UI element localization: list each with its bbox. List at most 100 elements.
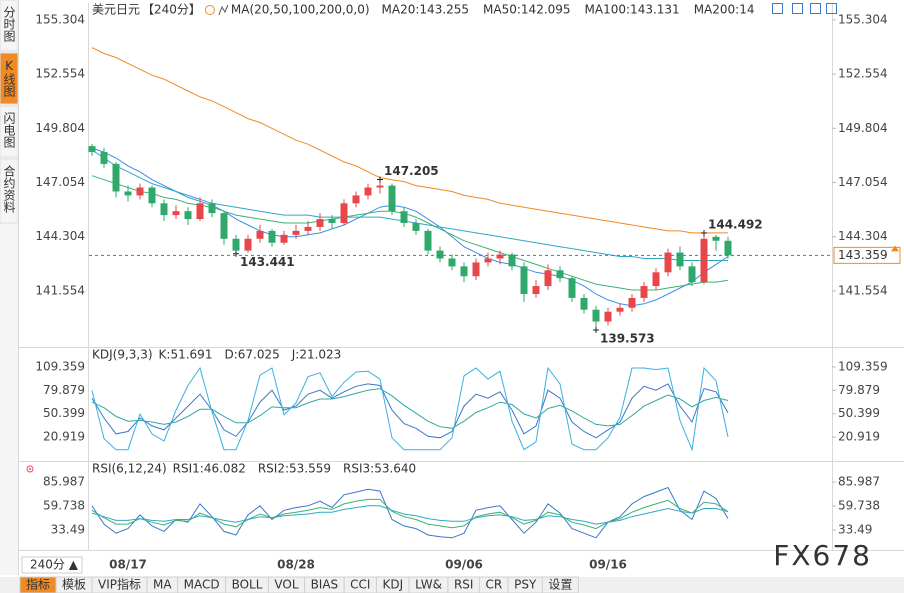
period-button[interactable] bbox=[21, 556, 83, 574]
bottom-tab[interactable]: VOL bbox=[267, 576, 306, 593]
bottom-tab[interactable]: PSY bbox=[507, 576, 543, 593]
candle-body bbox=[256, 230, 264, 239]
bottom-tab[interactable]: CR bbox=[478, 576, 509, 593]
bottom-tab-label: MA bbox=[153, 578, 172, 592]
candle-body bbox=[172, 211, 180, 216]
indicator-line bbox=[91, 383, 729, 439]
candle-body bbox=[124, 191, 132, 196]
last-price-label: 143.359 bbox=[838, 248, 888, 262]
ma-line bbox=[91, 149, 728, 261]
candle-body bbox=[160, 203, 168, 216]
candle-body bbox=[676, 252, 684, 267]
sidebar-tab[interactable] bbox=[0, 158, 19, 224]
bottom-tab[interactable]: MACD bbox=[177, 576, 227, 593]
candle-body bbox=[472, 262, 480, 277]
y-tick-label: 33.49 bbox=[51, 523, 85, 537]
candle-body bbox=[460, 266, 468, 277]
bottom-tab[interactable]: KDJ bbox=[375, 576, 410, 593]
legend-text: MA200:14 bbox=[694, 3, 755, 17]
candle-body bbox=[616, 307, 624, 312]
candle-body bbox=[484, 258, 492, 263]
y-tick-label: 33.49 bbox=[838, 523, 872, 537]
sidebar-tab[interactable] bbox=[0, 105, 19, 158]
legend-text: MA100:143.131 bbox=[585, 3, 680, 17]
bottom-tab[interactable]: CCI bbox=[343, 576, 377, 593]
candle-body bbox=[412, 223, 420, 231]
sidebar-tab-label: 分时图 bbox=[2, 6, 16, 42]
y-tick-label: 59.738 bbox=[838, 499, 880, 513]
bottom-tab-label: VOL bbox=[274, 578, 298, 592]
sidebar-tab[interactable] bbox=[0, 52, 19, 105]
candle-body bbox=[604, 311, 612, 322]
bottom-tab-label: LW& bbox=[415, 578, 442, 592]
candle-body bbox=[556, 270, 564, 279]
bottom-tab-bg bbox=[541, 576, 579, 593]
bottom-tab[interactable]: MA bbox=[146, 576, 179, 593]
y-tick-label: 147.054 bbox=[838, 175, 888, 189]
candle-body bbox=[100, 152, 108, 164]
candle-body bbox=[232, 238, 240, 251]
sidebar-tab[interactable] bbox=[0, 0, 19, 52]
y-tick-label: 152.554 bbox=[35, 67, 85, 81]
annotation-label: 143.441 bbox=[240, 255, 295, 269]
candle-body bbox=[436, 250, 444, 259]
bottom-tab[interactable]: BIAS bbox=[304, 576, 345, 593]
candle-body bbox=[592, 309, 600, 322]
candle-body bbox=[328, 219, 336, 224]
x-tick-label: 08/17 bbox=[109, 558, 147, 572]
legend-text: MA50:142.095 bbox=[483, 3, 571, 17]
y-tick-label: 59.738 bbox=[43, 499, 85, 513]
y-tick-label: 144.304 bbox=[35, 229, 85, 243]
bottom-tab-label: 模板 bbox=[62, 578, 86, 592]
y-tick-label: 50.399 bbox=[43, 406, 85, 420]
bottom-tab[interactable]: 指标 bbox=[19, 576, 57, 593]
bottom-tab-label: VIP指标 bbox=[98, 577, 141, 592]
sidebar-tab-label: 闪电图 bbox=[2, 112, 16, 148]
bottom-tab[interactable]: 模板 bbox=[55, 576, 93, 593]
y-tick-label: 50.399 bbox=[838, 406, 880, 420]
bottom-tab[interactable]: VIP指标 bbox=[91, 576, 148, 593]
candle-body bbox=[544, 270, 552, 287]
period-button-label: 240分 ▲ bbox=[30, 558, 79, 572]
bottom-tab[interactable]: BOLL bbox=[225, 576, 269, 593]
legend-text: MA20:143.255 bbox=[382, 3, 470, 17]
candle-body bbox=[280, 234, 288, 243]
candle-body bbox=[184, 211, 192, 220]
bottom-tab[interactable]: RSI bbox=[447, 576, 480, 593]
annotation-label: 147.205 bbox=[384, 164, 439, 178]
candle-body bbox=[724, 240, 732, 256]
candle-body bbox=[208, 203, 216, 214]
y-tick-label: 109.359 bbox=[35, 359, 85, 373]
candle-body bbox=[496, 254, 504, 259]
ma-line bbox=[91, 47, 728, 234]
candle-body bbox=[292, 230, 300, 235]
icon[interactable] bbox=[772, 3, 783, 14]
y-tick-label: 149.804 bbox=[35, 121, 85, 135]
candle-body bbox=[364, 187, 372, 196]
indicator-icon bbox=[218, 4, 229, 16]
legend-text: 美元日元 bbox=[92, 3, 140, 17]
y-tick-label: 149.804 bbox=[838, 121, 888, 135]
x-tick-label: 09/16 bbox=[589, 558, 627, 572]
candle-body bbox=[112, 163, 120, 192]
bottom-tab[interactable]: 设置 bbox=[541, 576, 579, 593]
icon[interactable] bbox=[792, 3, 803, 14]
y-tick-label: 152.554 bbox=[838, 67, 888, 81]
icon[interactable] bbox=[826, 3, 837, 14]
y-tick-label: 144.304 bbox=[838, 229, 888, 243]
indicator-line bbox=[91, 366, 729, 452]
bottom-tab[interactable]: LW& bbox=[408, 576, 449, 593]
icon[interactable] bbox=[810, 3, 821, 14]
annotation-label: 144.492 bbox=[708, 218, 763, 232]
annotation-marker bbox=[593, 326, 599, 333]
candle-body bbox=[148, 187, 156, 204]
legend-text: D:67.025 bbox=[224, 348, 279, 362]
legend-text: RSI1:46.082 bbox=[173, 462, 246, 476]
y-tick-label: 109.359 bbox=[838, 359, 888, 373]
bottom-tab-label: KDJ bbox=[382, 578, 403, 592]
y-tick-label: 85.987 bbox=[43, 475, 85, 489]
y-tick-label: 20.919 bbox=[43, 430, 85, 444]
bottom-tab-label: BIAS bbox=[311, 578, 339, 592]
legend-text: RSI3:53.640 bbox=[343, 462, 416, 476]
